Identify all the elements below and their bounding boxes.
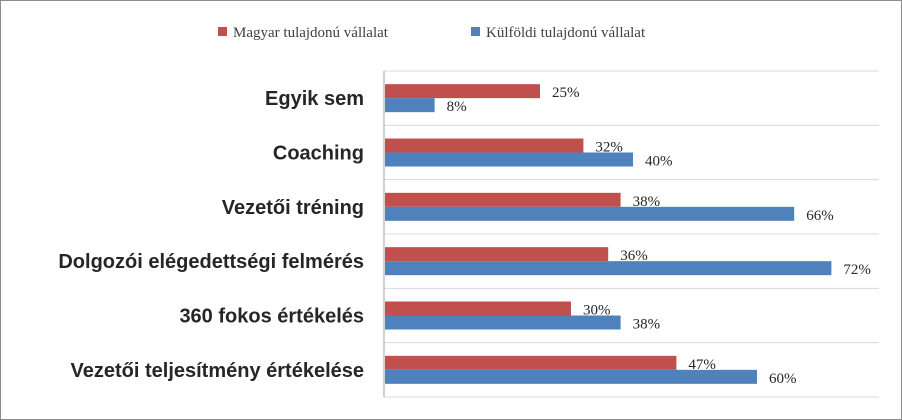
legend-label-series-1: Külföldi tulajdonú vállalat <box>486 25 646 41</box>
category-labels: Egyik sem Coaching Vezetői tréning Dolgozói… <box>58 88 364 382</box>
bar-series-1 <box>385 152 633 167</box>
grid <box>384 70 879 398</box>
bar-series-0 <box>385 247 609 262</box>
legend: Magyar tulajdonú vállalat Külföldi tulaj… <box>218 25 646 41</box>
value-labels: 25% 8% 32% 40% 38% 66% 36% 72% 30% 38% 47% 60% <box>447 85 871 387</box>
data-label: 38% <box>633 317 661 333</box>
data-label: 47% <box>688 357 716 373</box>
bars <box>385 84 832 384</box>
bar-series-1 <box>385 369 757 384</box>
legend-item-series-0: Magyar tulajdonú vállalat <box>218 25 389 41</box>
category-label: 360 fokos értékelés <box>179 306 364 328</box>
bar-series-1 <box>385 315 621 330</box>
legend-item-series-1: Külföldi tulajdonú vállalat <box>471 25 646 41</box>
bar-series-0 <box>385 138 584 153</box>
data-label: 32% <box>595 140 623 156</box>
data-label: 72% <box>843 262 871 278</box>
bar-series-0 <box>385 301 571 316</box>
data-label: 36% <box>620 248 648 264</box>
category-label: Vezetői teljesítmény értékelése <box>71 360 365 382</box>
bar-series-1 <box>385 98 435 113</box>
category-label: Vezetői tréning <box>222 197 364 219</box>
data-label: 30% <box>583 303 611 319</box>
bar-series-0 <box>385 84 540 99</box>
data-label: 60% <box>769 371 797 387</box>
legend-swatch-series-1 <box>471 27 480 36</box>
category-label: Egyik sem <box>265 88 364 110</box>
data-label: 66% <box>806 208 834 224</box>
data-label: 25% <box>552 85 580 101</box>
data-label: 38% <box>633 194 661 210</box>
category-label: Coaching <box>273 143 364 165</box>
category-label: Dolgozói elégedettségi felmérés <box>58 251 364 273</box>
bar-series-0 <box>385 355 677 370</box>
legend-label-series-0: Magyar tulajdonú vállalat <box>233 25 389 41</box>
bar-series-1 <box>385 261 832 276</box>
bar-series-0 <box>385 192 621 207</box>
data-label: 8% <box>447 99 467 115</box>
legend-swatch-series-0 <box>218 27 227 36</box>
bar-series-1 <box>385 206 795 221</box>
data-label: 40% <box>645 154 673 170</box>
